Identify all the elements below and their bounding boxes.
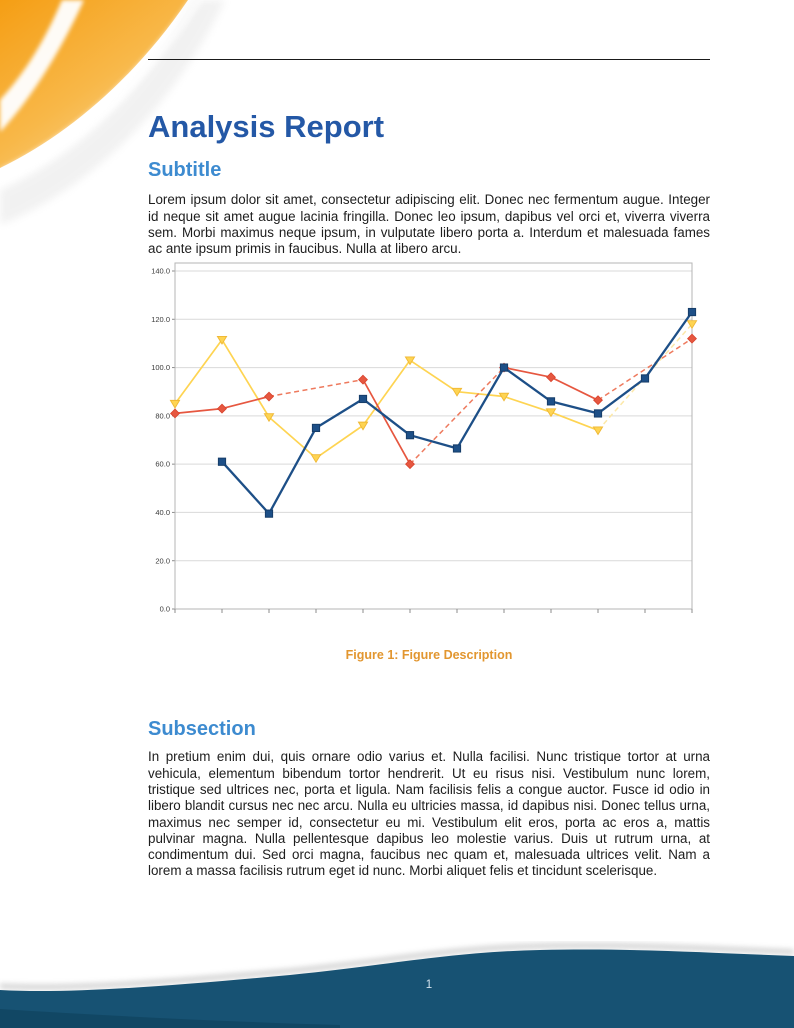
y-tick-label: 80.0 bbox=[155, 411, 170, 420]
figure-chart: 0.0 20.0 40.0 60.0 80.0 100.0 120.0 140.0 bbox=[148, 260, 710, 618]
plot-frame bbox=[174, 262, 693, 610]
series-yellow-marker bbox=[216, 335, 228, 345]
y-tick-label: 0.0 bbox=[160, 605, 170, 614]
section-heading-subsection: Subsection bbox=[148, 717, 256, 740]
y-tick-label: 40.0 bbox=[155, 508, 170, 517]
section-heading-subtitle: Subtitle bbox=[148, 158, 222, 181]
page-title: Analysis Report bbox=[148, 108, 385, 144]
y-tick-label: 20.0 bbox=[155, 556, 170, 565]
series-red-gap-bridge bbox=[268, 378, 364, 398]
y-tick-label: 120.0 bbox=[151, 315, 170, 324]
series-red-gap-bridge bbox=[597, 337, 693, 401]
series-blue-marker bbox=[405, 431, 415, 440]
series-red-gap-bridge bbox=[409, 367, 505, 465]
series-blue-marker bbox=[358, 394, 368, 404]
corner-swoosh-decoration bbox=[0, 0, 225, 225]
series-red-marker bbox=[593, 395, 603, 406]
subsection-paragraph: In pretium enim dui, quis ornare odio va… bbox=[148, 749, 710, 879]
series-red-marker bbox=[217, 403, 227, 414]
series-blue-marker bbox=[640, 374, 650, 383]
series-blue-marker bbox=[593, 409, 603, 418]
series-red-marker bbox=[405, 459, 415, 470]
series-yellow-marker bbox=[310, 454, 322, 464]
series-yellow-marker bbox=[451, 387, 463, 397]
series-blue-marker bbox=[264, 509, 274, 518]
series-blue-marker bbox=[546, 397, 556, 406]
series-blue-marker bbox=[687, 307, 697, 317]
series-yellow-line bbox=[175, 324, 692, 458]
series-blue-marker bbox=[217, 457, 227, 466]
series-blue-marker bbox=[499, 363, 509, 372]
line-chart: 0.0 20.0 40.0 60.0 80.0 100.0 120.0 140.0 bbox=[151, 262, 698, 614]
figure-caption: Figure 1: Figure Description bbox=[345, 648, 513, 662]
series-yellow-marker bbox=[357, 421, 369, 431]
series-yellow-marker bbox=[592, 426, 604, 436]
series-yellow-marker bbox=[545, 408, 557, 418]
series-yellow-marker bbox=[686, 320, 698, 330]
intro-paragraph: Lorem ipsum dolor sit amet, consectetur … bbox=[148, 192, 710, 257]
page-number: 1 bbox=[425, 979, 433, 991]
series-red-marker bbox=[546, 372, 556, 383]
series-red-marker bbox=[170, 408, 180, 419]
series-yellow-marker bbox=[263, 413, 275, 423]
series-yellow-marker bbox=[404, 356, 416, 366]
series-blue-marker bbox=[452, 444, 462, 453]
series-red-marker bbox=[264, 391, 274, 402]
series-red-marker bbox=[358, 374, 368, 385]
series-yellow-marker bbox=[169, 399, 181, 409]
header-rule bbox=[148, 59, 710, 60]
footer-wave-decoration bbox=[0, 943, 794, 1028]
series-red-marker bbox=[687, 333, 697, 344]
y-tick-label: 60.0 bbox=[155, 460, 170, 469]
series-blue-line bbox=[221, 311, 693, 515]
series-yellow-marker bbox=[498, 392, 510, 402]
y-tick-label: 140.0 bbox=[151, 267, 170, 276]
series-blue-marker bbox=[311, 423, 321, 433]
y-tick-label: 100.0 bbox=[151, 363, 170, 372]
